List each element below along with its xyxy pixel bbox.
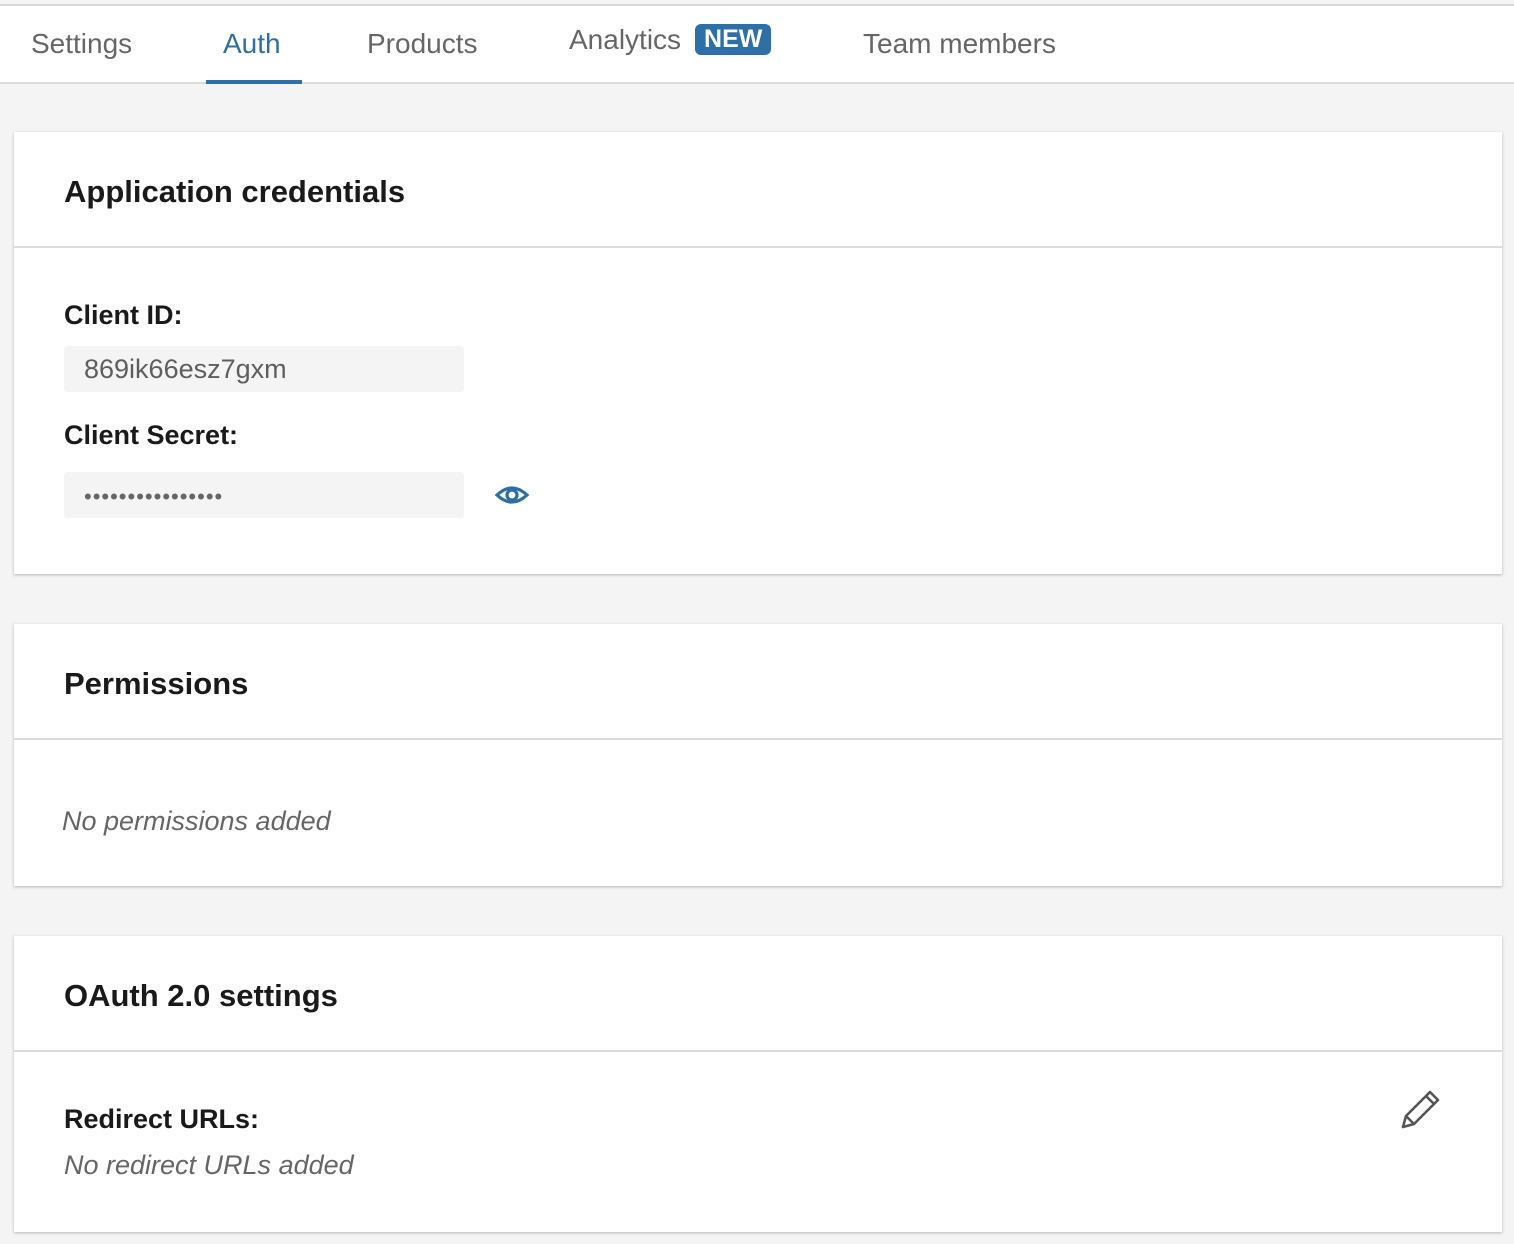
oauth-settings-card: OAuth 2.0 settings Redirect URLs: No red… <box>14 936 1502 1232</box>
client-id-label: Client ID: <box>64 300 183 330</box>
permissions-card: Permissions No permissions added <box>14 624 1502 886</box>
tab-bar: Settings Auth Products Analytics NEW Team… <box>0 6 1514 84</box>
top-divider <box>0 4 1514 6</box>
tab-products[interactable]: Products <box>367 28 478 59</box>
new-badge: NEW <box>695 24 772 55</box>
eye-icon[interactable] <box>495 480 529 510</box>
tab-auth[interactable]: Auth <box>223 28 281 59</box>
pencil-icon[interactable] <box>1398 1088 1442 1132</box>
client-secret-field[interactable]: •••••••••••••••• <box>64 472 464 518</box>
tab-team-members[interactable]: Team members <box>863 28 1056 59</box>
tab-settings[interactable]: Settings <box>31 28 133 59</box>
application-credentials-card: Application credentials Client ID: 869ik… <box>14 132 1502 574</box>
redirect-urls-label: Redirect URLs: <box>64 1104 260 1134</box>
redirect-urls-empty-text: No redirect URLs added <box>64 1150 354 1180</box>
client-secret-label: Client Secret: <box>64 420 239 450</box>
active-tab-indicator <box>206 80 302 84</box>
card-title: OAuth 2.0 settings <box>14 936 1502 1052</box>
card-title: Permissions <box>14 624 1502 740</box>
tab-analytics-label: Analytics <box>569 24 682 55</box>
client-id-field[interactable]: 869ik66esz7gxm <box>64 346 464 392</box>
tab-analytics[interactable]: Analytics NEW <box>569 24 772 56</box>
permissions-empty-text: No permissions added <box>62 806 331 836</box>
card-title: Application credentials <box>14 132 1502 248</box>
